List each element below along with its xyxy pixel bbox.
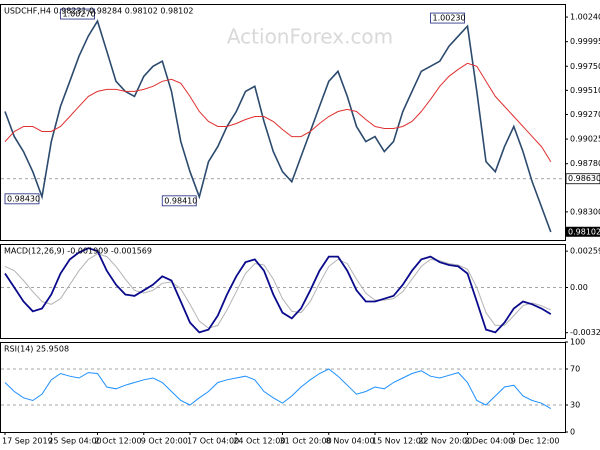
y-tick-label: -0.003221 <box>570 328 600 337</box>
y-tick-label: 0 <box>570 428 575 437</box>
y-tick-label: 0.99510 <box>570 86 600 95</box>
panel-title: USDCHF,H4 0.98231 0.98284 0.98102 0.9810… <box>4 7 193 16</box>
series-line <box>4 247 552 334</box>
series-line <box>4 253 552 329</box>
y-tick-label: 0.99270 <box>570 110 600 119</box>
x-tick-label: 22 Nov 20:00 <box>418 437 472 446</box>
panel-frame <box>0 244 566 339</box>
annotation-box <box>161 195 197 207</box>
y-tick-label: 100 <box>570 338 585 347</box>
price-label: 0.98630 <box>568 174 600 183</box>
y-tick-label: 0.00259 <box>570 247 600 256</box>
series-line <box>4 62 552 162</box>
x-tick-label: 9 Oct 20:00 <box>141 437 188 446</box>
annotation-label: 0.98410 <box>164 196 197 205</box>
panel-title: MACD(12,26,9) -0.001909 -0.001569 <box>4 247 152 256</box>
price-label: 0.98102 <box>568 227 600 236</box>
y-tick-label: 0.00 <box>570 283 588 292</box>
x-tick-label: 31 Oct 20:00 <box>280 437 332 446</box>
annotation-box <box>4 193 40 205</box>
series-line <box>4 19 552 233</box>
x-tick-label: 25 Sep 04:00 <box>48 437 101 446</box>
y-tick-label: 30 <box>570 401 580 410</box>
y-tick-label: 0.98300 <box>570 207 600 216</box>
x-tick-label: 8 Nov 04:00 <box>326 437 375 446</box>
x-tick-label: 9 Dec 12:00 <box>511 437 560 446</box>
y-tick-label: 1.00240 <box>570 13 600 22</box>
price-label-box <box>566 226 600 237</box>
y-tick-label: 0.99995 <box>570 37 600 46</box>
x-tick-label: 2 Dec 04:00 <box>465 437 514 446</box>
panel-title: RSI(14) 25.9508 <box>4 345 69 354</box>
watermark: ActionForex.com <box>227 25 393 49</box>
panel-frame <box>0 4 566 241</box>
x-tick-label: 15 Nov 12:00 <box>372 437 426 446</box>
series-line <box>4 368 552 410</box>
y-tick-label: 0.99025 <box>570 135 600 144</box>
panel-frame <box>0 342 566 433</box>
annotation-label: 1.00270 <box>63 10 96 19</box>
y-tick-label: 70 <box>570 365 580 374</box>
annotation-box <box>60 8 95 20</box>
annotation-box <box>430 12 465 24</box>
x-tick-label: 24 Oct 12:00 <box>233 437 285 446</box>
x-tick-label: 17 Sep 2019 <box>2 437 53 446</box>
x-tick-label: 17 Oct 04:00 <box>187 437 239 446</box>
y-tick-label: 0.98780 <box>570 159 600 168</box>
y-tick-label: 0.99750 <box>570 62 600 71</box>
annotation-label: 1.00230 <box>433 14 466 23</box>
x-tick-label: 2 Oct 12:00 <box>95 437 142 446</box>
annotation-label: 0.98430 <box>7 194 40 203</box>
price-label-box <box>565 173 600 185</box>
